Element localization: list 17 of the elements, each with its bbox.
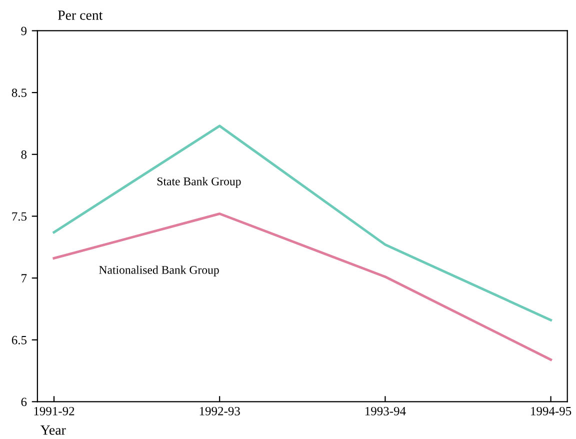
y-tick-label: 7 <box>22 274 27 282</box>
series-label: State Bank Group <box>157 177 241 188</box>
y-tick-label: 8 <box>21 150 27 159</box>
series-label: Nationalised Bank Group <box>99 266 219 276</box>
y-tick-label: 6.5 <box>12 336 27 344</box>
y-tick-label: 7.5 <box>12 212 27 221</box>
y-tick-label: 8.5 <box>12 88 27 98</box>
x-tick-label: 1991-92 <box>34 406 74 416</box>
y-tick-label: 9 <box>21 26 27 36</box>
line-series <box>52 124 552 322</box>
x-tick-label: 1994-95 <box>531 406 572 416</box>
x-tick-label: 1992-93 <box>200 406 240 416</box>
y-axis-title: Per cent <box>58 10 103 20</box>
x-axis-title: Year <box>40 426 66 435</box>
line-series <box>52 212 552 361</box>
x-tick-label: 1993-94 <box>365 406 406 416</box>
y-tick-label: 6 <box>21 398 27 406</box>
